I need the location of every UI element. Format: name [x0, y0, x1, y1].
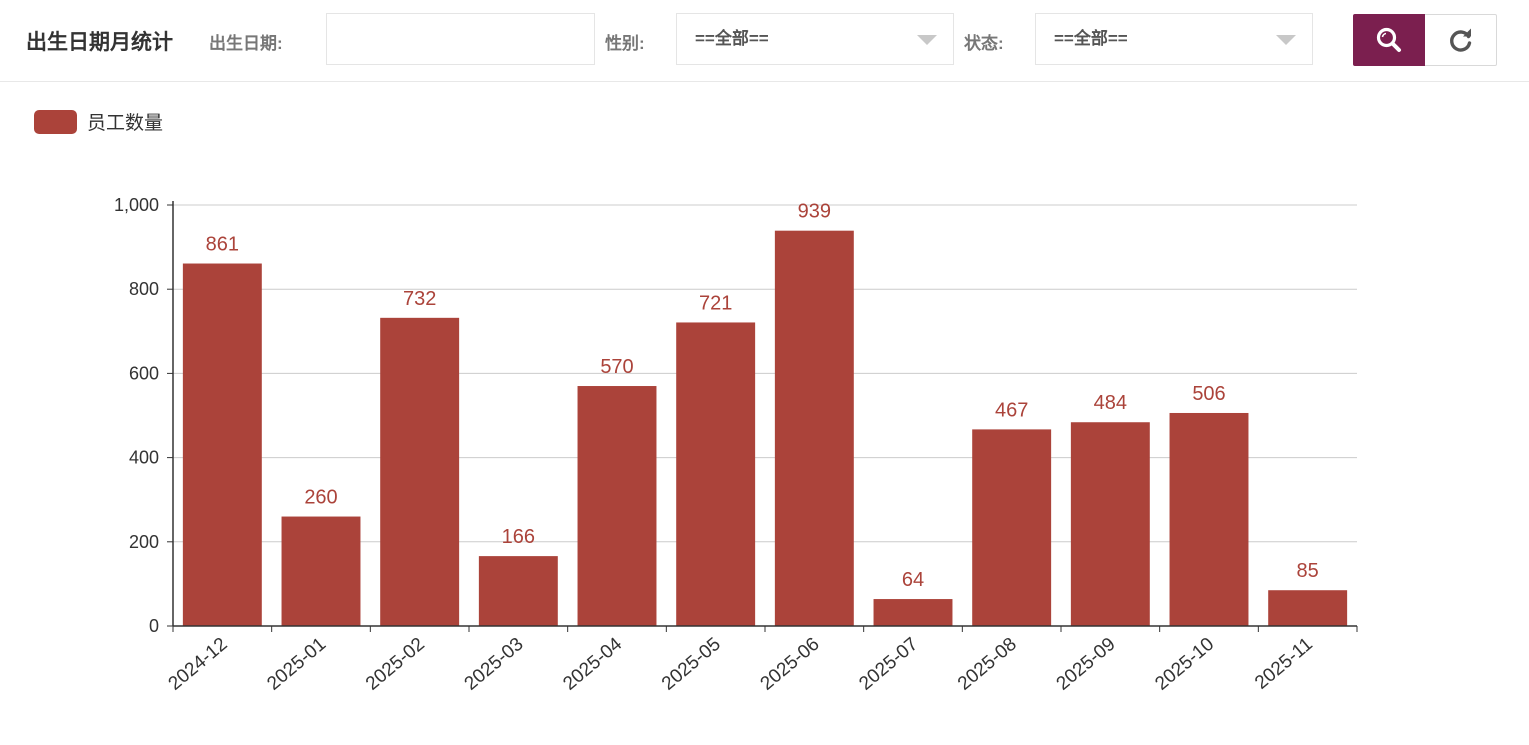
- bar: [478, 556, 558, 626]
- refresh-icon: [1449, 28, 1471, 52]
- status-label: 状态:: [964, 34, 1004, 53]
- data-label: 260: [304, 487, 337, 509]
- bar: [676, 322, 756, 626]
- x-tick-label: 2025-07: [855, 634, 922, 695]
- chevron-down-icon: [1276, 35, 1296, 45]
- chart-legend[interactable]: 员工数量: [34, 108, 163, 135]
- birth-date-label: 出生日期:: [209, 34, 283, 53]
- x-tick-label: 2025-05: [658, 634, 725, 695]
- x-tick-label: 2025-03: [461, 634, 528, 695]
- bar: [182, 263, 262, 626]
- bar: [380, 317, 460, 626]
- data-label: 721: [699, 292, 732, 314]
- data-label: 484: [1094, 392, 1127, 414]
- y-tick-label: 200: [129, 532, 159, 552]
- x-tick-label: 2025-08: [954, 634, 1021, 695]
- legend-label: 员工数量: [87, 113, 164, 134]
- bar: [281, 516, 361, 626]
- bar: [1268, 590, 1348, 626]
- y-tick-label: 400: [129, 448, 159, 468]
- page-title: 出生日期月统计: [26, 31, 173, 54]
- x-tick-label: 2025-10: [1151, 634, 1218, 695]
- bar: [1169, 412, 1249, 626]
- bar: [873, 599, 953, 626]
- bar: [1070, 422, 1150, 626]
- x-tick-label: 2024-12: [165, 634, 232, 695]
- y-tick-label: 0: [149, 616, 159, 636]
- data-label: 85: [1297, 560, 1319, 582]
- data-label: 861: [206, 234, 239, 256]
- y-tick-label: 800: [129, 279, 159, 299]
- x-tick-label: 2025-06: [757, 634, 824, 695]
- gender-select[interactable]: ==全部==: [676, 13, 954, 65]
- data-label: 467: [995, 399, 1028, 421]
- gender-label: 性别:: [605, 34, 645, 53]
- birth-date-input[interactable]: [326, 13, 595, 65]
- bar: [774, 230, 854, 626]
- reset-button[interactable]: [1425, 14, 1497, 66]
- filter-toolbar: 出生日期月统计 出生日期: 性别: ==全部== 状态: ==全部==: [0, 0, 1529, 82]
- data-label: 64: [902, 569, 924, 591]
- data-label: 570: [600, 356, 633, 378]
- gender-select-value: ==全部==: [695, 29, 769, 48]
- search-icon: [1376, 27, 1401, 52]
- status-select[interactable]: ==全部==: [1035, 13, 1313, 65]
- legend-swatch: [34, 109, 77, 134]
- x-tick-label: 2025-11: [1251, 634, 1317, 694]
- bar: [577, 386, 657, 626]
- x-tick-label: 2025-01: [263, 634, 330, 695]
- data-label: 939: [798, 201, 831, 223]
- x-tick-label: 2025-02: [362, 634, 429, 695]
- x-tick-label: 2025-04: [559, 633, 626, 694]
- bar: [972, 429, 1052, 626]
- status-select-value: ==全部==: [1054, 29, 1128, 48]
- y-tick-label: 600: [129, 363, 159, 383]
- x-tick-label: 2025-09: [1053, 634, 1120, 695]
- data-label: 166: [502, 526, 535, 548]
- y-tick-label: 1,000: [114, 195, 159, 215]
- data-label: 732: [403, 288, 436, 310]
- data-label: 506: [1192, 383, 1225, 405]
- chevron-down-icon: [917, 35, 937, 45]
- search-button[interactable]: [1353, 14, 1425, 66]
